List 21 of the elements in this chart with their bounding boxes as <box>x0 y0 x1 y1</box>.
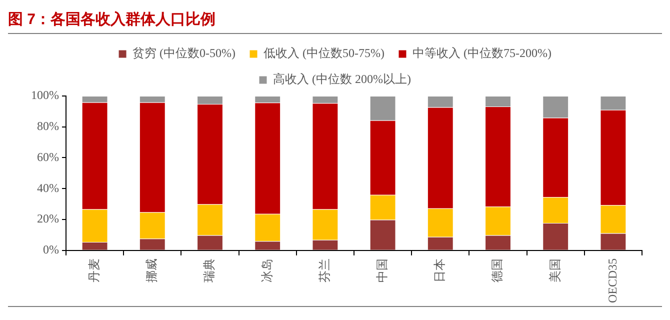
y-tick-label: 40% <box>36 180 59 195</box>
x-tick-label: 日本 <box>432 258 447 282</box>
x-tick-label: OECD35 <box>605 258 620 304</box>
legend-label: 高收入 (中位数 200%以上) <box>273 72 412 86</box>
x-tick-label: 挪威 <box>144 258 159 282</box>
y-tick-label: 20% <box>36 212 59 226</box>
y-tick-label: 100% <box>30 88 59 102</box>
legend-label: 贫穷 (中位数0-50%) <box>132 46 236 60</box>
legend-label: 中等收入 (中位数75-200%) <box>412 46 552 60</box>
y-tick-label: 60% <box>36 150 59 164</box>
x-tick-label: 芬兰 <box>317 258 332 282</box>
x-tick-label: 美国 <box>548 258 562 282</box>
x-tick-label: 冰岛 <box>260 258 274 282</box>
x-tick-label: 瑞典 <box>202 258 216 282</box>
chart-title: 图 7：各国各收入群体人口比例 <box>8 8 662 34</box>
x-tick-label: 丹麦 <box>86 258 101 282</box>
y-tick-label: 80% <box>36 119 59 134</box>
legend-label: 低收入 (中位数50-75%) <box>264 46 384 60</box>
x-tick-label: 中国 <box>374 258 389 282</box>
y-tick-label: 0% <box>42 242 59 256</box>
x-tick-label: 德国 <box>490 258 504 282</box>
